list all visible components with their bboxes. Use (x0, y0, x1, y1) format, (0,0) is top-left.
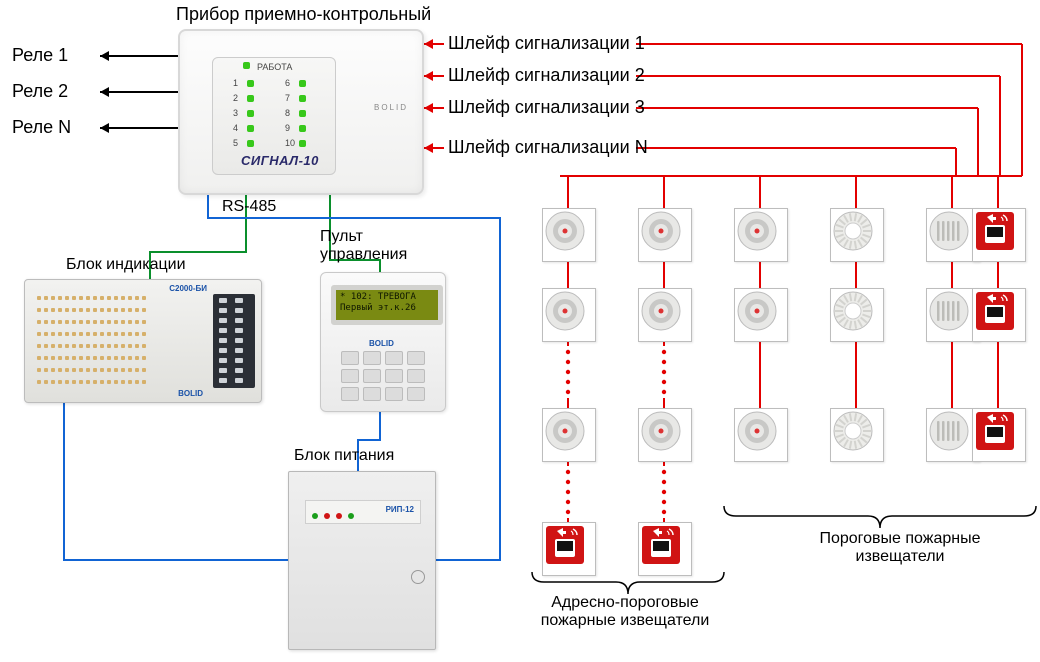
psu-plate: РИП-12 (305, 500, 421, 524)
detector (734, 288, 788, 342)
indication-model: С2000-БИ (169, 284, 207, 293)
panel-led (299, 140, 306, 147)
panel-led (247, 125, 254, 132)
detector (830, 288, 884, 342)
detector (972, 288, 1026, 342)
panel-led (299, 95, 306, 102)
loop-label-2: Шлейф сигнализации 3 (448, 97, 645, 118)
loop-label-3: Шлейф сигнализации N (448, 137, 648, 158)
relay-label-2: Реле N (12, 117, 71, 138)
detector (734, 208, 788, 262)
detector (638, 408, 692, 462)
detector (972, 208, 1026, 262)
indication-brand: BOLID (178, 389, 203, 398)
panel-led-num: 8 (285, 108, 290, 118)
power-supply: РИП-12 (288, 471, 436, 650)
panel-led-num: 5 (233, 138, 238, 148)
panel-model: СИГНАЛ-10 (241, 153, 319, 168)
psu-model: РИП-12 (386, 505, 414, 514)
panel-led (247, 140, 254, 147)
panel-led-num: 7 (285, 93, 290, 103)
relay-label-0: Реле 1 (12, 45, 68, 66)
panel-led-num: 3 (233, 108, 238, 118)
loop-label-1: Шлейф сигнализации 2 (448, 65, 645, 86)
indic-led-row (37, 356, 146, 360)
control-panel-display: РАБОТА СИГНАЛ-10 1 6 2 7 3 8 4 9 5 10 (212, 57, 336, 175)
panel-led (247, 110, 254, 117)
panel-led-num: 6 (285, 78, 290, 88)
detector (972, 408, 1026, 462)
keypad-keys (341, 351, 425, 401)
detector (830, 208, 884, 262)
panel-led (299, 80, 306, 87)
panel-led (247, 80, 254, 87)
rs485-label: RS-485 (222, 198, 276, 216)
psu-label: Блок питания (294, 447, 394, 465)
detector (734, 408, 788, 462)
keypad-lcd: * 102: ТРЕВОГА Первый эт.к.26 (331, 285, 443, 325)
panel-led-num: 2 (233, 93, 238, 103)
indication-block: С2000-БИ BOLID (24, 279, 262, 403)
threshold-detectors-label: Пороговые пожарные извещатели (780, 530, 1020, 566)
detector (830, 408, 884, 462)
indication-button-panel (213, 294, 255, 388)
indic-led-row (37, 308, 146, 312)
indic-led-row (37, 344, 146, 348)
panel-led (299, 110, 306, 117)
keypad-label: Пульт управления (320, 228, 407, 264)
indic-led-row (37, 368, 146, 372)
panel-brand: BOLID (374, 103, 408, 112)
control-panel: РАБОТА СИГНАЛ-10 1 6 2 7 3 8 4 9 5 10 BOLID (178, 29, 424, 195)
indication-label: Блок индикации (66, 256, 186, 274)
detector (638, 208, 692, 262)
panel-led-num: 10 (285, 138, 295, 148)
detector (638, 288, 692, 342)
relay-label-1: Реле 2 (12, 81, 68, 102)
panel-led (299, 125, 306, 132)
indic-led-row (37, 320, 146, 324)
addressable-detectors-label: Адресно-пороговые пожарные извещатели (520, 594, 730, 630)
brace-addressable (528, 568, 728, 598)
panel-led (247, 95, 254, 102)
keypad-brand: BOLID (369, 339, 394, 348)
panel-led-num: 9 (285, 123, 290, 133)
panel-led-num: 1 (233, 78, 238, 88)
detector (542, 408, 596, 462)
brace-threshold (720, 502, 1040, 532)
detector (542, 208, 596, 262)
indic-led-row (37, 380, 146, 384)
panel-led-num: 4 (233, 123, 238, 133)
panel-work-label: РАБОТА (257, 62, 292, 72)
panel-work-led (243, 62, 250, 69)
indic-led-row (37, 296, 146, 300)
indic-led-row (37, 332, 146, 336)
detector (542, 288, 596, 342)
psu-lock-icon (411, 570, 425, 584)
loop-label-0: Шлейф сигнализации 1 (448, 33, 645, 54)
psu-leds (312, 506, 360, 524)
keypad: * 102: ТРЕВОГА Первый эт.к.26 BOLID (320, 272, 446, 412)
title-label: Прибор приемно-контрольный (176, 4, 431, 25)
